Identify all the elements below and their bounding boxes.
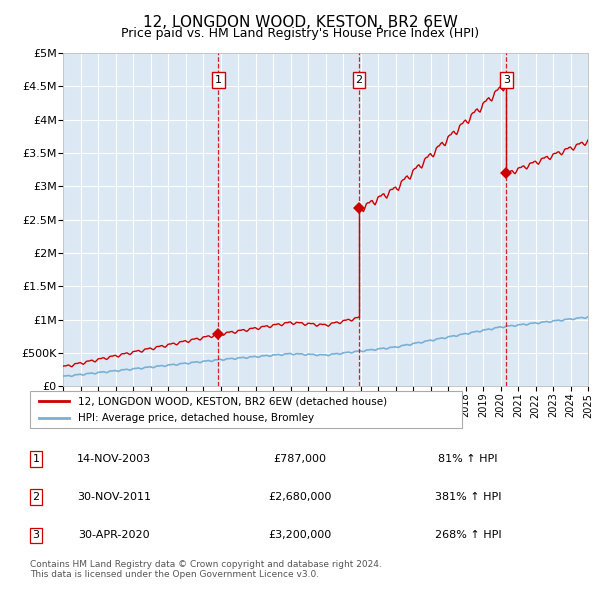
Text: 81% ↑ HPI: 81% ↑ HPI: [438, 454, 498, 464]
Text: 3: 3: [503, 75, 510, 85]
Text: 1: 1: [32, 454, 40, 464]
Text: Contains HM Land Registry data © Crown copyright and database right 2024.
This d: Contains HM Land Registry data © Crown c…: [30, 560, 382, 579]
Text: 2: 2: [356, 75, 362, 85]
Text: 30-APR-2020: 30-APR-2020: [78, 530, 150, 540]
Text: 3: 3: [32, 530, 40, 540]
FancyBboxPatch shape: [30, 391, 462, 428]
Text: 1: 1: [215, 75, 222, 85]
Text: 2: 2: [32, 492, 40, 502]
Text: £2,680,000: £2,680,000: [268, 492, 332, 502]
Text: 381% ↑ HPI: 381% ↑ HPI: [435, 492, 501, 502]
Text: Price paid vs. HM Land Registry's House Price Index (HPI): Price paid vs. HM Land Registry's House …: [121, 27, 479, 40]
Text: 12, LONGDON WOOD, KESTON, BR2 6EW (detached house): 12, LONGDON WOOD, KESTON, BR2 6EW (detac…: [77, 396, 386, 406]
Text: 12, LONGDON WOOD, KESTON, BR2 6EW: 12, LONGDON WOOD, KESTON, BR2 6EW: [143, 15, 457, 30]
Text: HPI: Average price, detached house, Bromley: HPI: Average price, detached house, Brom…: [77, 413, 314, 423]
Text: £3,200,000: £3,200,000: [268, 530, 332, 540]
Text: 14-NOV-2003: 14-NOV-2003: [77, 454, 151, 464]
Text: 30-NOV-2011: 30-NOV-2011: [77, 492, 151, 502]
Text: 268% ↑ HPI: 268% ↑ HPI: [434, 530, 502, 540]
Text: £787,000: £787,000: [274, 454, 326, 464]
